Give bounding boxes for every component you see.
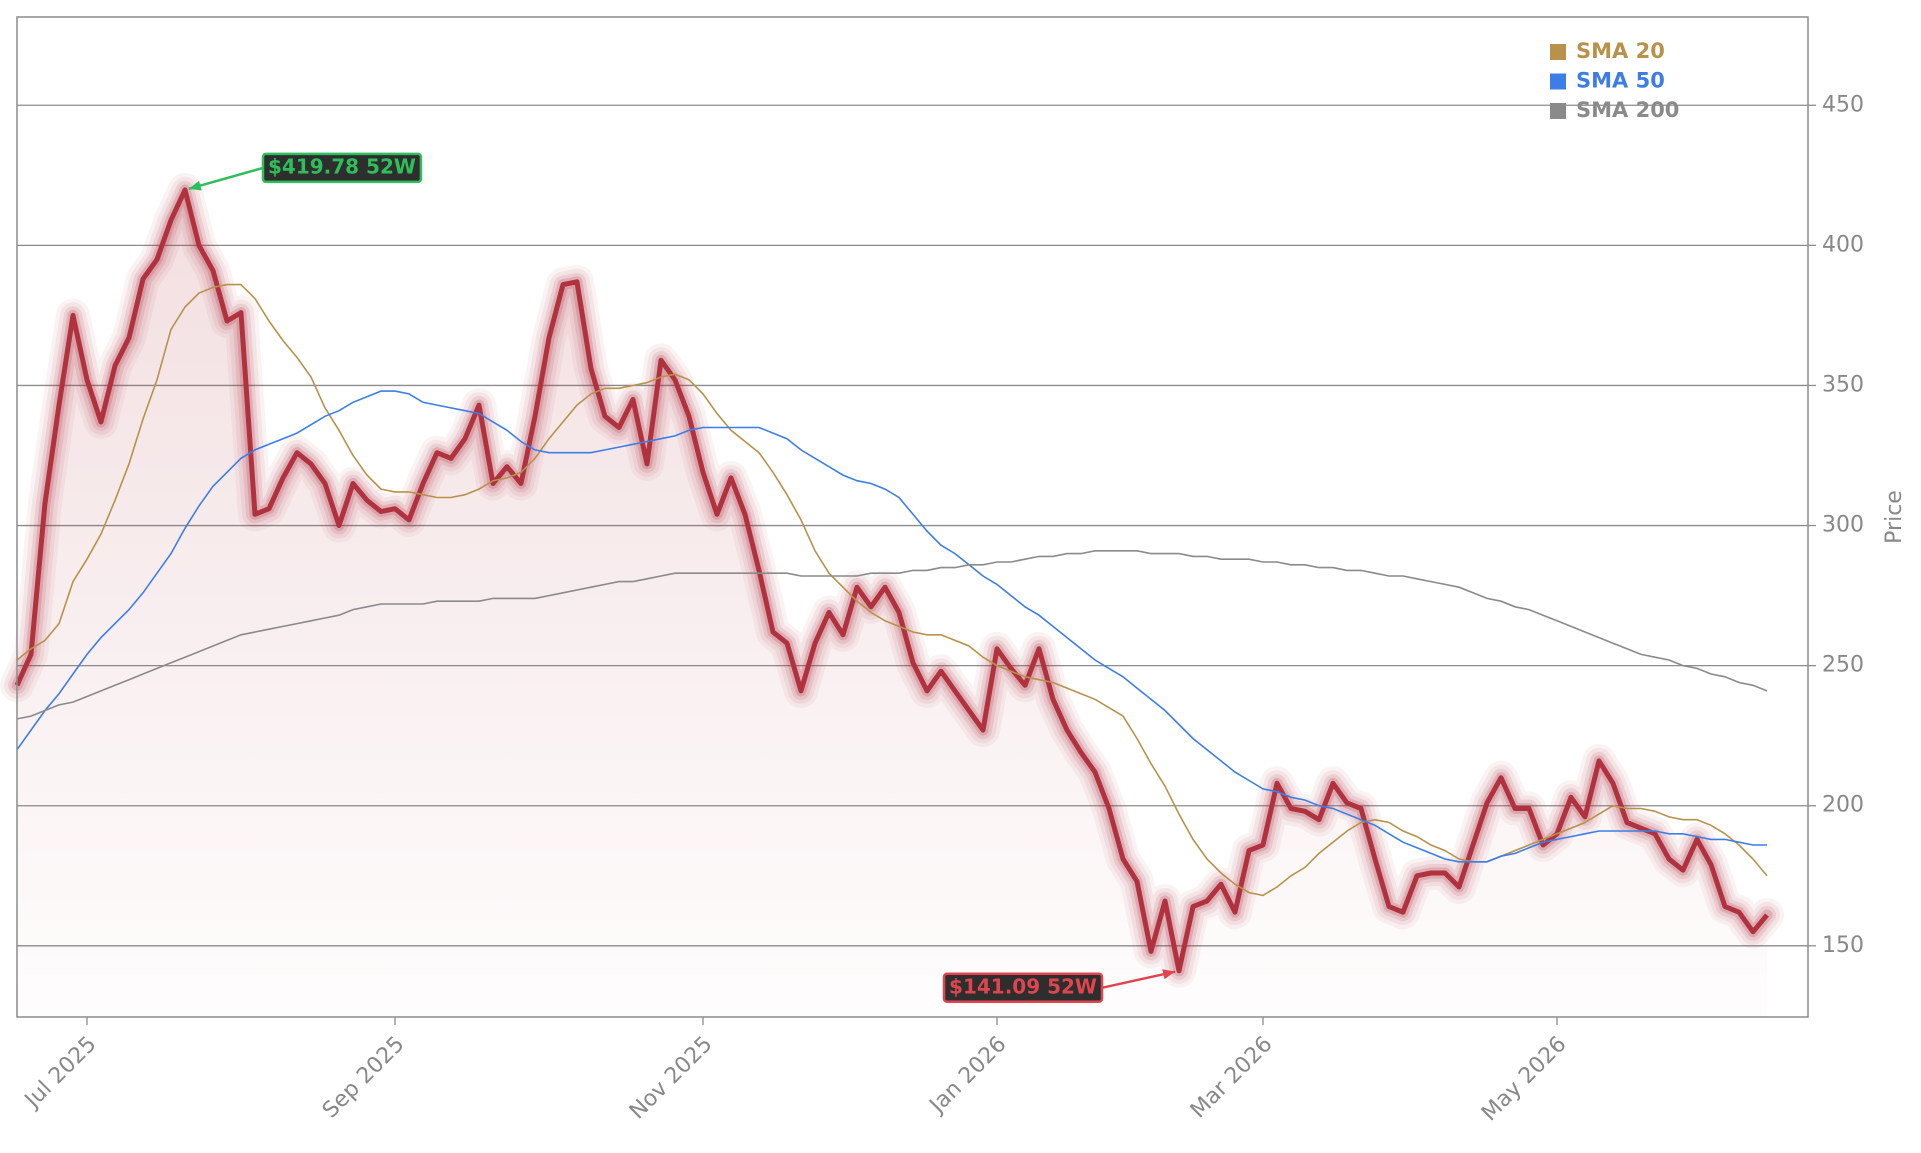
arrow-head bbox=[1162, 969, 1176, 980]
legend-swatch bbox=[1550, 73, 1566, 90]
legend-swatch bbox=[1550, 103, 1566, 119]
x-tick-label: Mar 2026 bbox=[1186, 1032, 1278, 1124]
x-tick-label: Jul 2025 bbox=[19, 1032, 101, 1114]
y-axis-label: Price bbox=[1882, 490, 1907, 544]
x-tick-label: Sep 2025 bbox=[318, 1032, 410, 1124]
annotation: $419.78 52W bbox=[188, 152, 423, 191]
annotation: $141.09 52W bbox=[942, 969, 1176, 1004]
price-line bbox=[14, 187, 1769, 974]
y-tick-label: 400 bbox=[1822, 232, 1864, 257]
y-tick-label: 300 bbox=[1822, 513, 1864, 538]
legend-swatch bbox=[1550, 44, 1566, 60]
annotation-label: $419.78 52W bbox=[268, 154, 416, 178]
annotation-arrow bbox=[1101, 970, 1176, 990]
legend-label: SMA 200 bbox=[1576, 98, 1679, 122]
y-tick-label: 250 bbox=[1822, 653, 1864, 678]
arrow-head bbox=[188, 180, 202, 191]
x-tick-label: Nov 2025 bbox=[625, 1032, 718, 1125]
legend-label: SMA 20 bbox=[1576, 39, 1665, 63]
plot-frame bbox=[16, 16, 1809, 1018]
y-tick-label: 150 bbox=[1822, 933, 1864, 958]
y-tick-label: 200 bbox=[1822, 793, 1864, 818]
y-tick-label: 350 bbox=[1822, 372, 1864, 397]
annotation-arrow bbox=[188, 166, 264, 191]
x-tick-label: May 2026 bbox=[1477, 1032, 1571, 1126]
legend-label: SMA 50 bbox=[1576, 69, 1665, 93]
x-tick-label: Jan 2026 bbox=[924, 1032, 1012, 1120]
annotation-label: $141.09 52W bbox=[949, 974, 1097, 998]
y-tick-label: 450 bbox=[1822, 92, 1864, 117]
sma-line bbox=[16, 550, 1768, 720]
sma-line bbox=[16, 390, 1767, 863]
